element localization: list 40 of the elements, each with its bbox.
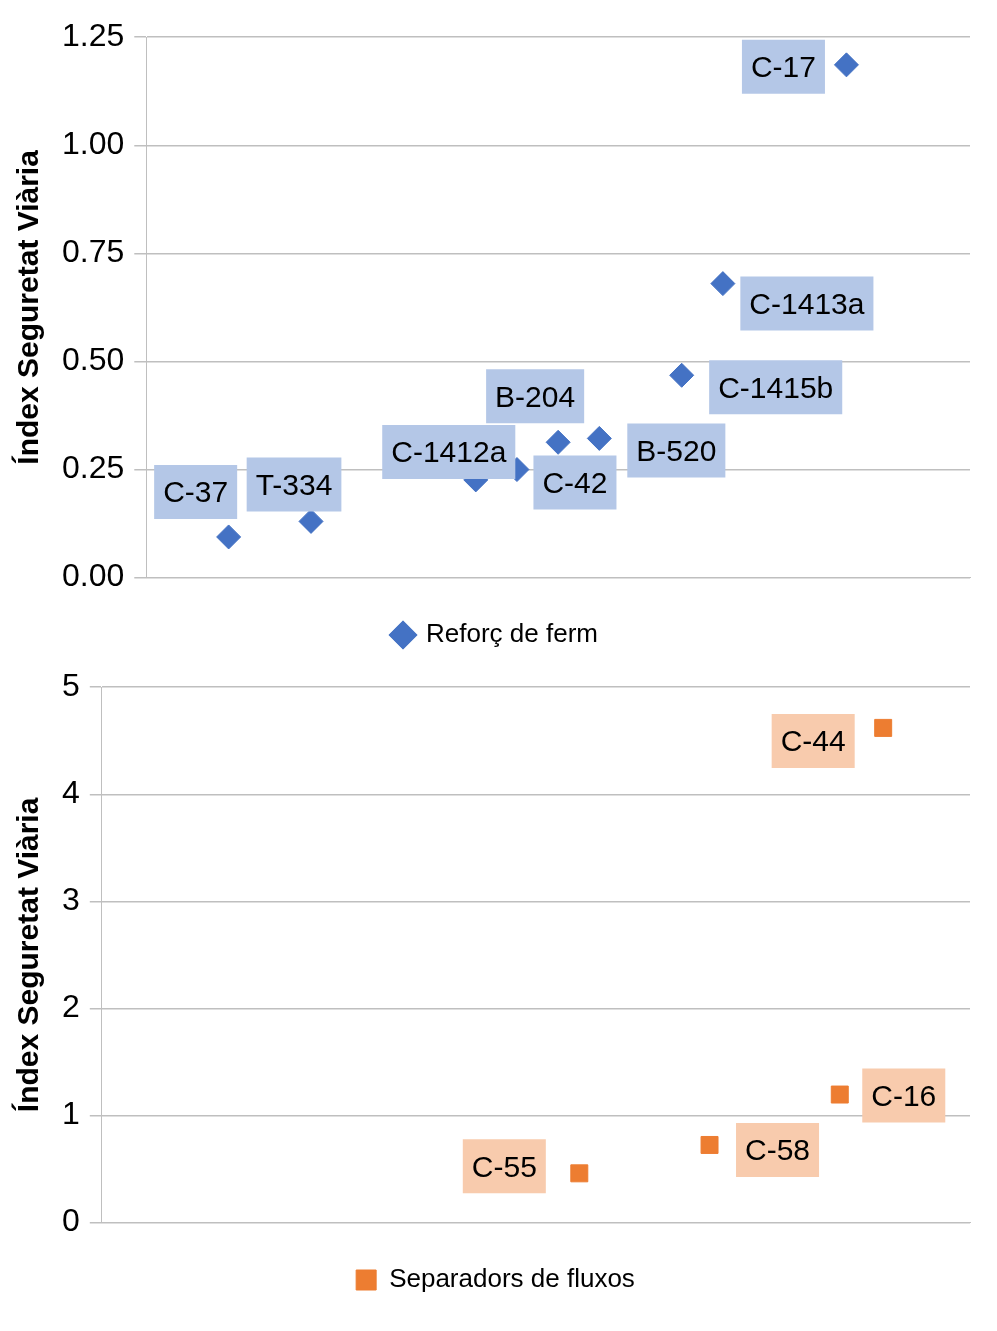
y-tick-label: 5 xyxy=(62,667,80,704)
data-label: C-55 xyxy=(471,1149,537,1183)
legend-label: Reforç de ferm xyxy=(426,618,598,649)
point xyxy=(874,718,893,737)
data-label: C-58 xyxy=(745,1133,811,1167)
y-tick-label: 3 xyxy=(62,881,80,918)
y-tick-label: 0 xyxy=(62,1202,80,1239)
data-label: T-334 xyxy=(255,467,333,501)
data-label: C-1412a xyxy=(391,435,507,469)
y-tick-label: 1 xyxy=(62,1095,80,1132)
data-label: B-204 xyxy=(495,379,576,413)
point xyxy=(545,429,571,455)
y-tick-label: 1.00 xyxy=(62,125,125,162)
y-axis-title: Índex Seguretat Viària xyxy=(11,149,45,465)
y-tick-label: 4 xyxy=(62,774,80,811)
point xyxy=(586,425,612,451)
point xyxy=(833,52,859,78)
point xyxy=(570,1164,589,1183)
point xyxy=(710,271,736,297)
point xyxy=(830,1085,849,1104)
data-label: C-1413a xyxy=(749,286,865,320)
data-label: C-42 xyxy=(542,465,608,499)
point xyxy=(669,362,695,388)
data-label: C-37 xyxy=(163,475,229,509)
y-axis-title: Índex Seguretat Viària xyxy=(11,797,45,1113)
data-label: B-520 xyxy=(636,433,717,467)
point xyxy=(298,508,324,534)
data-label: C-44 xyxy=(780,724,846,758)
data-label: C-16 xyxy=(871,1078,937,1112)
y-tick-label: 0.75 xyxy=(62,233,125,270)
data-label: C-1415b xyxy=(718,370,834,404)
point xyxy=(216,524,242,550)
y-tick-label: 0.50 xyxy=(62,341,125,378)
y-tick-label: 0.25 xyxy=(62,449,125,486)
data-label: C-17 xyxy=(750,50,816,84)
y-tick-label: 0.00 xyxy=(62,557,125,594)
point xyxy=(700,1135,719,1154)
y-tick-label: 2 xyxy=(62,988,80,1025)
y-tick-label: 1.25 xyxy=(62,17,125,54)
legend-label: Separadors de fluxos xyxy=(389,1263,635,1294)
